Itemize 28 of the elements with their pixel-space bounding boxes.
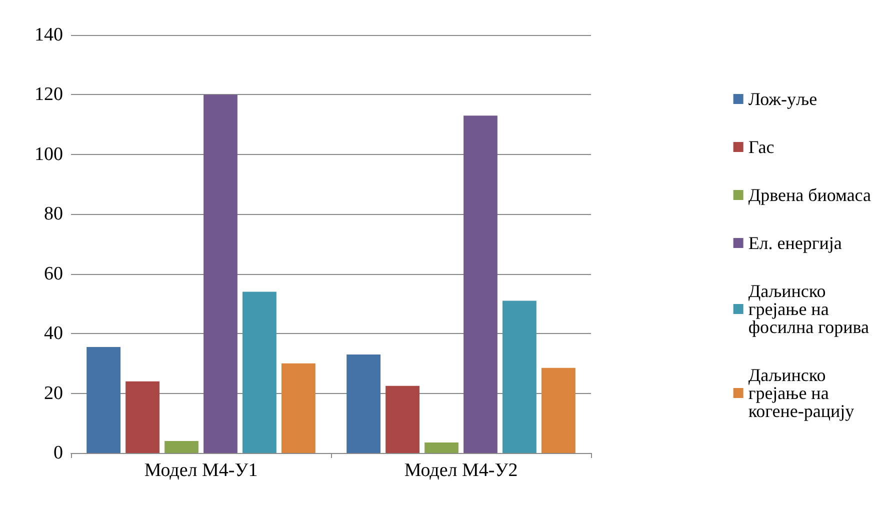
y-tick-label: 80	[44, 204, 63, 225]
bar	[282, 363, 316, 453]
bar	[346, 354, 380, 453]
legend-label: Ел. енергија	[748, 233, 842, 253]
legend-label: Даљинско грејање на когене-рацију	[748, 365, 854, 421]
y-tick-label: 60	[44, 263, 63, 284]
bar	[164, 441, 198, 453]
y-tick-label: 0	[54, 442, 63, 464]
bar	[464, 116, 498, 453]
legend-label: Лож-уље	[748, 89, 818, 109]
legend-label: Даљинско грејање на фосилна горива	[748, 281, 869, 337]
y-tick-label: 20	[44, 382, 63, 404]
bar	[502, 300, 536, 453]
legend-label: Дрвена биомаса	[748, 185, 872, 205]
x-tick-label: Модел М4-У2	[404, 460, 518, 481]
bar	[542, 368, 576, 453]
x-tick-label: Модел М4-У1	[144, 460, 258, 481]
bar	[424, 442, 458, 453]
legend-label: Гас	[748, 137, 774, 157]
bar	[126, 381, 160, 453]
y-tick-label: 140	[34, 24, 63, 46]
bar	[386, 386, 420, 453]
y-tick-label: 120	[34, 84, 63, 106]
bar	[86, 347, 120, 453]
bar	[204, 94, 238, 453]
y-tick-label: 100	[34, 144, 63, 165]
y-tick-label: 40	[44, 323, 63, 344]
bar	[242, 292, 276, 453]
